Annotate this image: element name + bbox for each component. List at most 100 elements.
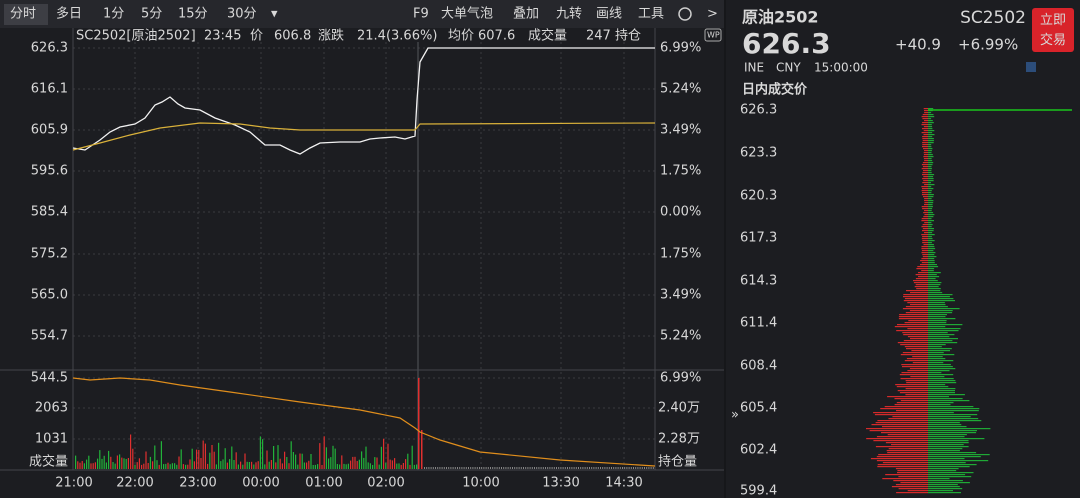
dist-bar-left xyxy=(922,236,928,238)
dist-bar-left xyxy=(866,428,928,430)
volume-bar xyxy=(367,462,369,469)
toolbar-tool[interactable]: 九转 xyxy=(556,7,582,22)
dist-bar-left xyxy=(922,188,928,190)
dist-bar-left xyxy=(904,346,928,348)
dist-bar-right xyxy=(928,120,933,122)
dist-bar-left xyxy=(876,456,928,458)
dist-bar-left xyxy=(921,238,928,240)
volume-bar xyxy=(582,467,584,469)
toolbar-tab[interactable]: 15分 xyxy=(178,7,208,22)
open-interest-line xyxy=(72,377,656,467)
toolbar-tab[interactable]: 多日 xyxy=(56,6,82,22)
toolbar-tool[interactable]: 大单气泡 xyxy=(441,6,493,22)
volume-bar xyxy=(299,453,301,469)
volume-bar xyxy=(143,463,145,469)
volume-bar xyxy=(103,455,105,469)
dist-bar-left xyxy=(877,464,928,466)
volume-bar xyxy=(639,467,641,469)
volume-bar xyxy=(308,460,310,469)
dist-bar-left xyxy=(897,472,928,474)
volume-bar xyxy=(465,467,467,469)
volume-bar xyxy=(97,458,99,469)
volume-bar xyxy=(437,467,439,469)
volume-bar xyxy=(314,464,316,469)
volume-bar xyxy=(628,467,630,469)
volume-bar xyxy=(323,436,325,469)
volume-bar xyxy=(134,464,136,469)
dist-bar-right xyxy=(928,292,943,294)
toolbar-tab[interactable]: 5分 xyxy=(141,7,162,22)
next-icon[interactable]: > xyxy=(707,7,718,22)
dist-bar-left xyxy=(896,410,928,412)
volume-bar xyxy=(202,440,204,469)
dist-bar-left xyxy=(924,214,928,216)
volume-bar xyxy=(492,467,494,469)
wp-badge-box xyxy=(704,28,722,42)
dist-bar-left xyxy=(903,334,928,336)
dist-bar-right xyxy=(928,178,934,180)
dist-bar-right xyxy=(928,450,960,452)
toolbar-tool[interactable]: F9 xyxy=(413,7,429,22)
dist-bar-right xyxy=(928,396,949,398)
toolbar-tab[interactable]: 1分 xyxy=(103,7,124,22)
dist-bar-right xyxy=(928,250,934,252)
chart-bg xyxy=(0,0,724,498)
volume-bar xyxy=(637,467,639,469)
volume-bar xyxy=(611,467,612,469)
price-axis-label: 626.3 xyxy=(31,41,68,56)
dist-bar-right xyxy=(928,436,965,438)
volume-bar xyxy=(231,446,233,469)
volume-bar xyxy=(240,461,242,469)
dist-bar-left xyxy=(903,340,928,342)
pct-axis-label: 5.24% xyxy=(660,82,701,97)
volume-bar xyxy=(112,462,114,469)
dist-bar-right xyxy=(928,212,934,214)
volume-bar xyxy=(319,443,321,469)
toolbar-tool[interactable]: 工具 xyxy=(638,7,664,22)
dist-bar-right xyxy=(928,184,935,186)
volume-bar xyxy=(174,463,176,469)
volume-bar xyxy=(330,457,332,469)
dist-bar-left xyxy=(875,422,928,424)
toolbar-tab[interactable]: ▾ xyxy=(271,7,278,22)
volume-bar xyxy=(512,467,513,469)
collapse-icon[interactable]: » xyxy=(731,408,739,423)
toolbar-tab[interactable]: 分时 xyxy=(10,7,36,22)
toolbar-tool[interactable]: 画线 xyxy=(596,7,622,22)
dist-bar-right xyxy=(928,200,934,202)
dist-bar-left xyxy=(920,260,928,262)
trade-button[interactable] xyxy=(1032,8,1074,52)
dist-bar-left xyxy=(921,252,928,254)
dist-bar-right xyxy=(928,468,959,470)
edit-icon[interactable] xyxy=(1026,62,1036,72)
volume-bar xyxy=(411,445,413,469)
volume-bar xyxy=(652,467,654,469)
volume-bar xyxy=(185,464,187,469)
gear-icon[interactable] xyxy=(678,7,692,21)
volume-bar xyxy=(207,463,209,469)
volume-bar xyxy=(264,464,266,469)
dist-bar-left xyxy=(898,488,928,490)
toolbar xyxy=(0,0,724,28)
volume-bar xyxy=(428,467,430,469)
dist-bar-right xyxy=(928,280,938,282)
dist-bar-right xyxy=(928,434,967,436)
dist-bar-right xyxy=(928,228,934,230)
dist-bar-left xyxy=(902,352,928,354)
dist-bar-right xyxy=(928,358,946,360)
volume-bar xyxy=(498,467,500,469)
dist-bar-right xyxy=(928,370,950,372)
toolbar-tab[interactable]: 30分 xyxy=(227,7,257,22)
dist-bar-left xyxy=(922,128,928,130)
dist-bar-right xyxy=(928,480,963,482)
price-axis-label: 554.7 xyxy=(31,329,68,344)
dist-bar-right xyxy=(928,158,932,160)
dist-bar-right xyxy=(928,332,948,334)
volume-bar xyxy=(345,464,347,469)
volume-bar xyxy=(487,467,489,469)
dist-bar-right xyxy=(928,194,934,196)
pct-axis-label: 3.49% xyxy=(660,123,701,138)
dist-bar-left xyxy=(900,378,928,380)
dist-bar-left xyxy=(906,290,928,292)
toolbar-tool[interactable]: 叠加 xyxy=(513,7,539,22)
